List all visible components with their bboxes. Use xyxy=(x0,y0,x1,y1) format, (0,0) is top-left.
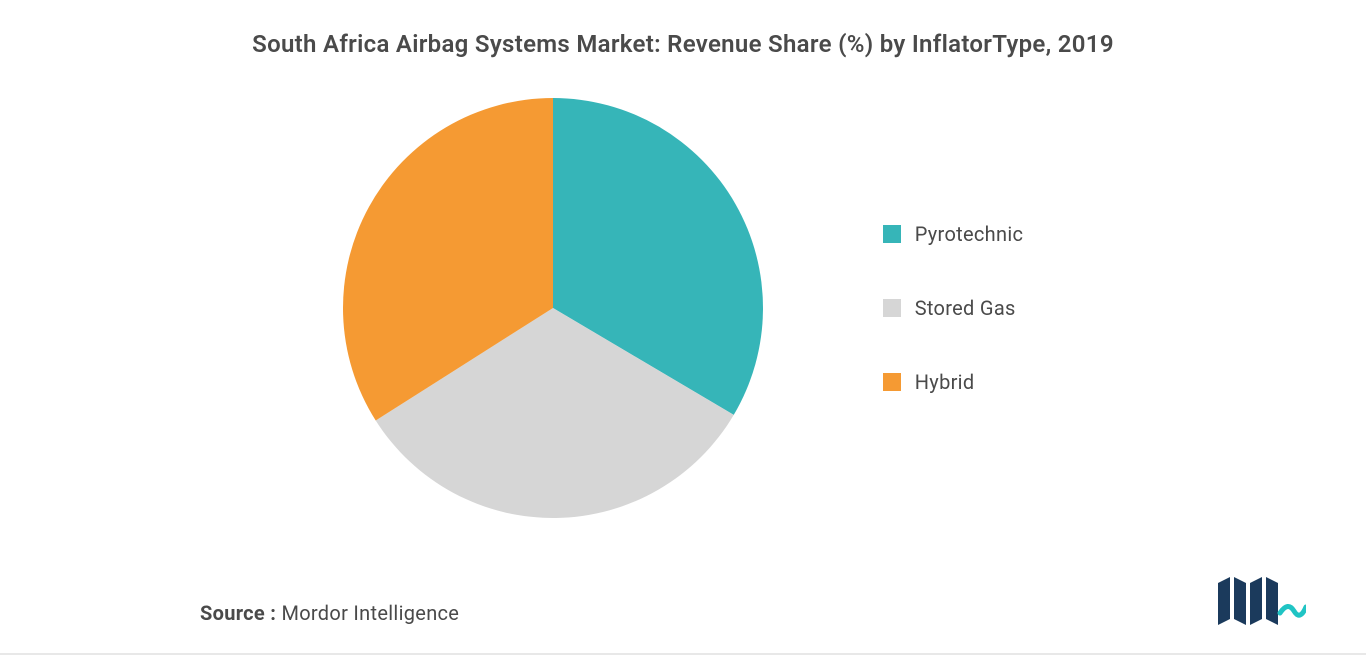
source-line: Source : Mordor Intelligence xyxy=(200,601,459,625)
legend-label: Hybrid xyxy=(915,370,975,394)
chart-container: South Africa Airbag Systems Market: Reve… xyxy=(0,0,1366,655)
legend-label: Pyrotechnic xyxy=(915,222,1024,246)
pie-svg xyxy=(343,98,763,518)
legend-item-stored-gas: Stored Gas xyxy=(883,296,1024,320)
legend-swatch-icon xyxy=(883,299,901,317)
legend-item-hybrid: Hybrid xyxy=(883,370,1024,394)
footer-row: Source : Mordor Intelligence xyxy=(0,573,1366,625)
chart-title: South Africa Airbag Systems Market: Reve… xyxy=(40,30,1326,58)
legend: Pyrotechnic Stored Gas Hybrid xyxy=(883,222,1024,394)
brand-logo-icon xyxy=(1214,573,1306,625)
legend-swatch-icon xyxy=(883,373,901,391)
chart-body: Pyrotechnic Stored Gas Hybrid xyxy=(40,88,1326,528)
legend-item-pyrotechnic: Pyrotechnic xyxy=(883,222,1024,246)
legend-swatch-icon xyxy=(883,225,901,243)
legend-label: Stored Gas xyxy=(915,296,1016,320)
source-name: Mordor Intelligence xyxy=(281,601,459,625)
source-prefix: Source : xyxy=(200,601,281,625)
pie-chart xyxy=(343,98,763,518)
